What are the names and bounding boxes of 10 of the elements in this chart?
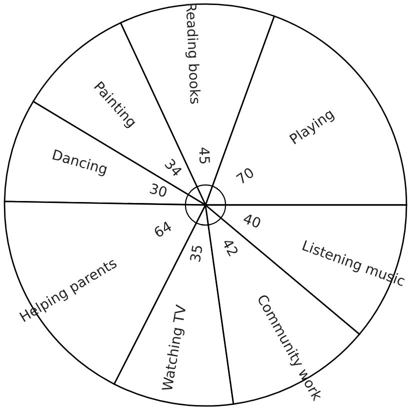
data-label: 40 — [242, 212, 262, 228]
data-label: 42 — [222, 238, 239, 256]
slice-label: Reading books — [183, 4, 202, 104]
data-label: 35 — [190, 244, 203, 262]
data-label: 30 — [150, 183, 168, 198]
slice-label: Watching TV — [161, 304, 189, 392]
data-label: 70 — [236, 166, 255, 184]
data-label: 34 — [164, 158, 183, 178]
data-label: 45 — [198, 147, 210, 164]
data-label: 64 — [153, 220, 172, 238]
